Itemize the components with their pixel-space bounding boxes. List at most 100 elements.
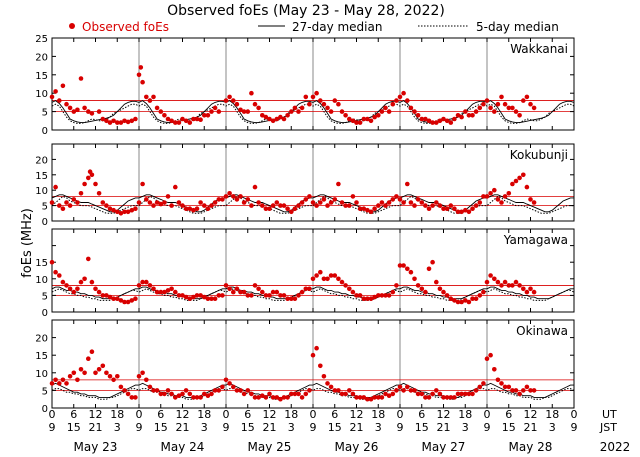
observed-point [183, 294, 189, 300]
observed-point [49, 381, 55, 386]
observed-point [231, 289, 236, 295]
observed-point [441, 116, 446, 122]
observed-point [510, 388, 515, 393]
observed-point [325, 276, 330, 282]
jst-tick-label: 21 [176, 421, 190, 434]
observed-point [241, 289, 247, 295]
observed-point [169, 286, 174, 292]
observed-point [499, 200, 504, 205]
observed-point [57, 203, 62, 208]
observed-point [263, 293, 269, 298]
observed-point [96, 191, 102, 196]
observed-point [220, 384, 225, 390]
observed-point [376, 293, 381, 298]
ut-tick-label: 12 [350, 408, 364, 421]
observed-point [147, 98, 153, 103]
observed-point [357, 293, 363, 298]
observed-point [328, 109, 334, 114]
observed-point [122, 299, 127, 305]
ut-tick-label: 12 [437, 408, 451, 421]
observed-point [521, 98, 526, 103]
observed-point [252, 184, 258, 190]
observed-point [169, 391, 174, 397]
observed-point [531, 200, 537, 205]
observed-point [502, 279, 508, 285]
observed-point [463, 391, 468, 397]
observed-point [412, 203, 417, 208]
station-label: Okinawa [516, 324, 568, 338]
observed-point [347, 203, 352, 208]
year-label: 2022 [600, 440, 631, 454]
observed-point [267, 293, 272, 298]
observed-point [263, 395, 269, 400]
observed-point [470, 391, 475, 397]
observed-point [198, 395, 203, 400]
observed-point [321, 101, 327, 107]
ut-tick-label: 0 [397, 408, 404, 421]
observed-point [89, 111, 95, 116]
observed-point [125, 299, 131, 305]
observed-point [386, 393, 392, 399]
observed-point [502, 101, 508, 107]
observed-point [202, 294, 207, 300]
observed-point [129, 395, 135, 400]
observed-point [104, 293, 109, 298]
observed-point [379, 293, 385, 298]
observed-point [169, 118, 174, 124]
observed-point [528, 197, 533, 202]
observed-point [118, 298, 124, 303]
y-tick-label: 20 [35, 52, 48, 63]
observed-point [71, 109, 77, 114]
observed-point [437, 286, 443, 292]
observed-point [314, 203, 319, 208]
observed-point [448, 395, 454, 400]
observed-point [307, 388, 312, 393]
observed-point [86, 256, 91, 262]
observed-point [147, 283, 153, 288]
observed-point [231, 98, 236, 103]
station-panels: 0 5 10 15 20 25 Wakkanai 0 5 10 15 20 Kokubunji 0 5 10 1… [35, 34, 575, 415]
observed-point [441, 289, 446, 295]
observed-point [452, 395, 457, 400]
observed-point [426, 206, 432, 211]
observed-point [368, 296, 374, 302]
observed-point [115, 374, 120, 379]
observed-point [386, 109, 392, 114]
jst-tick-label: 9 [484, 421, 491, 434]
observed-point [111, 377, 116, 383]
observed-point [473, 109, 479, 114]
observed-point [216, 293, 222, 298]
observed-point [180, 293, 185, 298]
observed-point [336, 101, 341, 107]
observed-point [289, 391, 294, 397]
observed-point [408, 269, 414, 275]
observed-point [412, 388, 417, 393]
observed-point [383, 391, 388, 397]
observed-point [379, 395, 385, 400]
observed-point [154, 289, 160, 295]
jst-tick-label: 9 [571, 421, 578, 434]
observed-point [162, 289, 167, 295]
observed-point [354, 293, 359, 298]
observed-point [386, 293, 392, 298]
observed-point [129, 118, 135, 124]
observed-point [96, 289, 102, 295]
observed-point [477, 200, 483, 205]
observed-point [285, 296, 290, 302]
observed-point [223, 377, 229, 383]
observed-point [187, 206, 193, 211]
observed-point [343, 391, 348, 397]
observed-point [307, 194, 312, 199]
observed-point [118, 120, 124, 125]
ut-tick-label: 18 [284, 408, 298, 421]
observed-point [463, 298, 468, 303]
observed-point [154, 200, 160, 205]
y-tick-label: 15 [35, 258, 48, 269]
jst-tick-label: 9 [223, 421, 230, 434]
observed-point [93, 181, 98, 187]
observed-point [426, 266, 432, 272]
observed-point [390, 197, 396, 202]
observed-point [531, 388, 537, 393]
station-label: Yamagawa [503, 233, 568, 247]
observed-point [423, 395, 428, 400]
